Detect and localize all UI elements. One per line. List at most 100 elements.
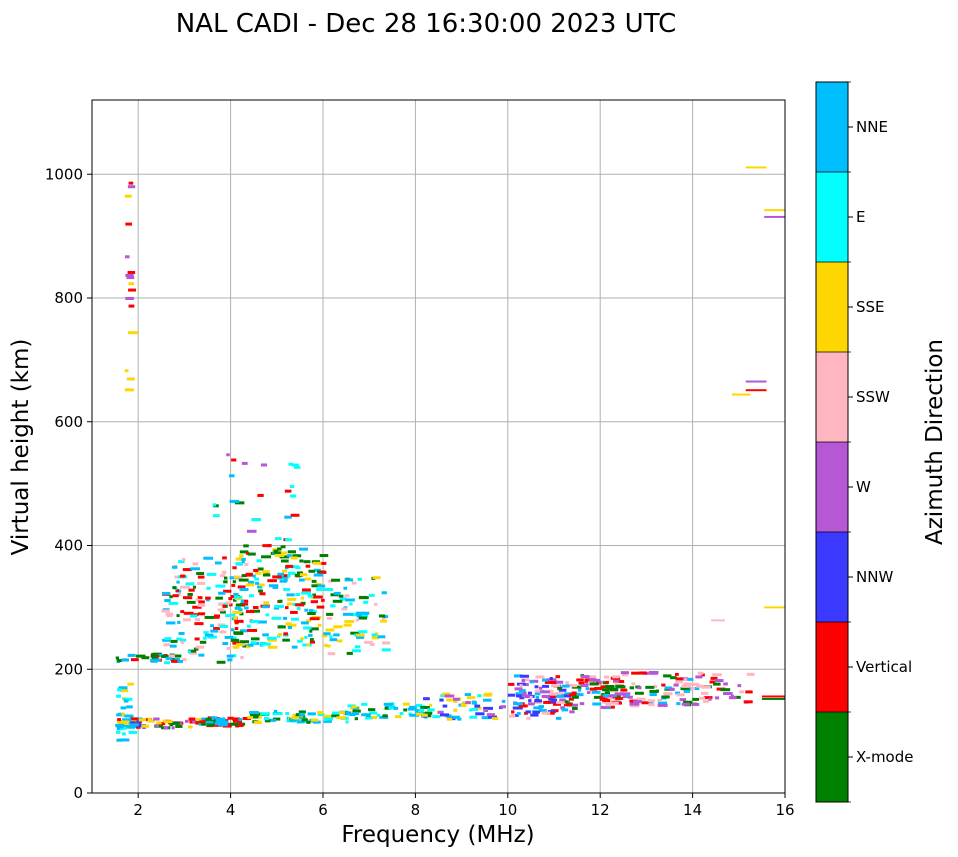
echo-point [713, 682, 721, 686]
echo-point [600, 705, 607, 709]
echo-point [219, 624, 229, 628]
echo-point [224, 635, 234, 639]
echo-point [560, 706, 566, 710]
echo-point [304, 608, 309, 612]
echo-point [676, 693, 685, 697]
echo-point [534, 689, 544, 693]
echo-point [164, 637, 172, 641]
echo-point [301, 588, 311, 592]
echo-point [216, 660, 226, 664]
echo-point [409, 705, 417, 709]
echo-point [210, 624, 215, 628]
echo-point [364, 640, 373, 644]
echo-point [225, 601, 232, 605]
echo-point [231, 583, 236, 587]
echo-point [540, 690, 550, 694]
echo-point [233, 595, 243, 599]
echo-point [266, 718, 277, 722]
echo-point [272, 717, 281, 721]
echo-point [701, 673, 705, 677]
echo-point [284, 538, 292, 542]
echo-point [232, 645, 240, 649]
echo-point [297, 639, 303, 643]
y-tick-label: 1000 [45, 165, 83, 183]
echo-point [511, 710, 515, 714]
echo-point [354, 645, 361, 649]
echo-point [673, 683, 679, 687]
echo-point [310, 600, 318, 604]
echo-point [162, 638, 171, 642]
colorbar: X-mode Vertical NNW W SSW SSE E NNE [815, 81, 913, 803]
echo-point [279, 579, 287, 583]
echo-point [277, 634, 281, 638]
echo-point [712, 673, 722, 677]
y-tick-label: 400 [54, 537, 83, 555]
echo-point [329, 638, 338, 642]
echo-point [163, 643, 171, 647]
echo-point [119, 720, 130, 724]
echo-point [371, 633, 377, 637]
echo-point [163, 726, 169, 730]
echo-point [701, 685, 711, 689]
echo-point [486, 713, 495, 717]
echo-point [605, 703, 612, 707]
echo-point [593, 678, 601, 682]
axes: 2 4 6 8 10 12 14 16 0 200 400 600 800 1000 [45, 165, 795, 819]
echo-point [286, 574, 291, 578]
echo-point [257, 567, 264, 571]
echo-point [685, 687, 692, 691]
echo-point [175, 588, 179, 592]
echo-point [626, 694, 630, 698]
echo-point [424, 711, 433, 715]
echo-point [153, 717, 160, 721]
echo-point [680, 687, 687, 691]
echo-point [259, 592, 266, 596]
echo-point [215, 596, 223, 600]
echo-point [442, 704, 448, 708]
echo-point [317, 623, 322, 627]
echo-point [282, 616, 288, 620]
echo-point [675, 677, 683, 681]
echo-point [663, 674, 672, 678]
echo-point [135, 654, 146, 658]
echo-point [156, 721, 162, 725]
echo-point [542, 684, 550, 688]
echo-point [272, 712, 283, 716]
echo-point [307, 712, 316, 716]
echo-point [285, 564, 294, 568]
echo-point [530, 713, 539, 717]
echo-point [216, 717, 226, 721]
echo-point [187, 592, 193, 596]
echo-point [745, 690, 753, 694]
echo-point [231, 617, 235, 621]
echo-point [683, 700, 693, 704]
echo-point [568, 697, 574, 701]
echo-point [376, 713, 380, 717]
echo-point [344, 594, 350, 598]
echo-point [197, 596, 203, 600]
echo-point [579, 702, 585, 706]
echo-point [183, 618, 191, 622]
echo-point [195, 645, 205, 649]
echo-point [250, 609, 261, 613]
echo-point [267, 636, 277, 640]
echo-point [323, 634, 328, 638]
echo-point [316, 588, 323, 592]
echo-point [183, 611, 194, 615]
echo-point [528, 699, 532, 703]
echo-point [126, 705, 133, 709]
echo-point [229, 474, 235, 478]
echo-point [125, 222, 133, 226]
echo-point [217, 608, 225, 612]
echo-point [169, 595, 173, 599]
echo-point [685, 684, 691, 688]
echo-point [312, 593, 317, 597]
echo-point [372, 576, 381, 580]
echo-point [564, 692, 573, 696]
echo-point [526, 716, 531, 720]
echo-point [298, 710, 306, 714]
echo-point [649, 689, 659, 693]
echo-point [273, 551, 281, 555]
echo-point [273, 606, 280, 610]
echo-point [267, 638, 277, 642]
